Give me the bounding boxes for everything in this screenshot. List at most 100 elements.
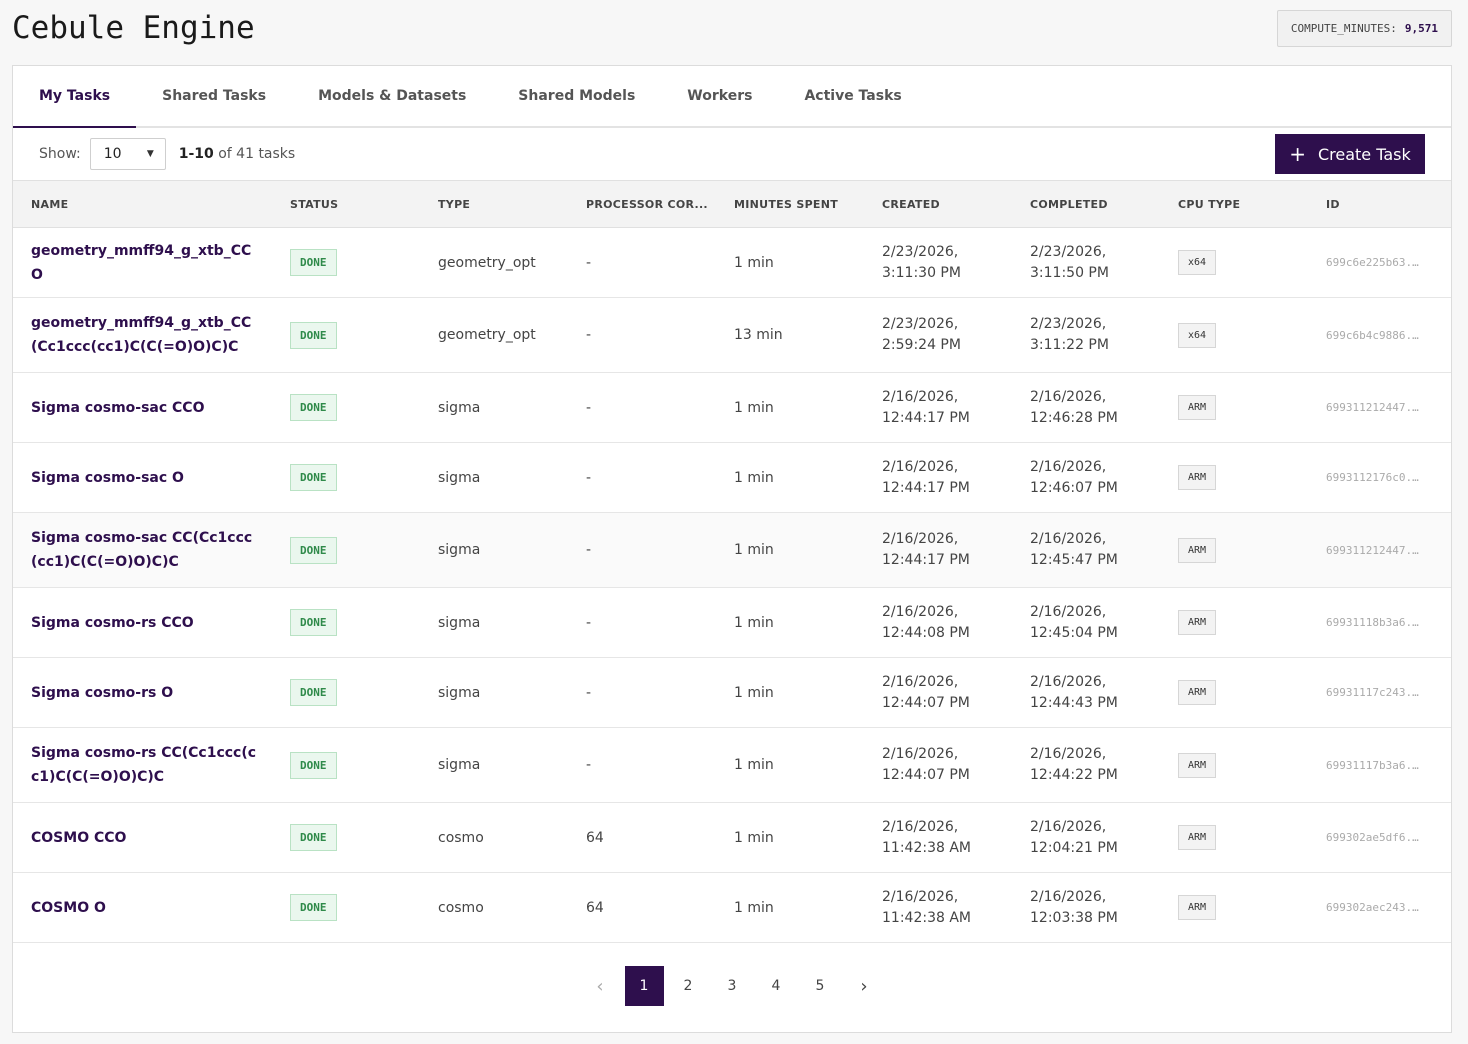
completed-time: 12:45:47 PM <box>1030 552 1118 568</box>
table-row[interactable]: geometry_mmff94_g_xtb_CC(Cc1ccc(cc1)C(C(… <box>13 297 1451 373</box>
created-time: 3:11:30 PM <box>882 264 961 281</box>
minutes-spent-cell: 1 min <box>716 587 864 658</box>
show-label: Show: <box>39 146 81 162</box>
created-date: 2/16/2026, <box>882 818 959 835</box>
created-date: 2/16/2026, <box>882 603 959 620</box>
created-cell: 2/16/2026, 12:44:17 PM <box>864 442 1012 513</box>
page-size-select[interactable]: 10 ▼ <box>89 138 166 170</box>
created-time: 12:44:17 PM <box>882 479 970 496</box>
status-cell: DONE <box>272 227 420 298</box>
created-date: 2/16/2026, <box>882 673 959 690</box>
app-title: Cebule Engine <box>12 10 255 46</box>
tab-models-datasets[interactable]: Models & Datasets <box>318 88 467 104</box>
created-date: 2/16/2026, <box>882 746 959 762</box>
table-row[interactable]: Sigma cosmo-sac O DONE sigma -1 min 2/16/202… <box>13 442 1451 513</box>
type-cell: cosmo <box>420 802 568 873</box>
task-name-link[interactable]: COSMO O <box>13 872 272 943</box>
cpu-type-badge: ARM <box>1178 895 1217 920</box>
completed-time: 12:03:38 PM <box>1030 909 1118 926</box>
created-time: 11:42:38 AM <box>882 839 971 856</box>
task-name-link[interactable]: Sigma cosmo-rs CCO <box>13 587 272 658</box>
status-cell: DONE <box>272 372 420 443</box>
status-badge: DONE <box>290 536 337 564</box>
completed-cell: 2/16/2026, 12:46:07 PM <box>1012 442 1160 513</box>
completed-date: 2/16/2026, <box>1030 458 1107 475</box>
minutes-spent-cell: 1 min <box>716 227 864 298</box>
page-1-button[interactable]: 1 <box>624 966 664 1006</box>
status-cell: DONE <box>272 587 420 658</box>
processor-cores-cell: - <box>568 227 716 298</box>
cpu-type-cell: ARM <box>1160 727 1308 803</box>
created-cell: 2/16/2026, 12:44:17 PM <box>864 372 1012 443</box>
task-name-link[interactable]: Sigma cosmo-sac O <box>13 442 272 513</box>
table-row[interactable]: geometry_mmff94_g_xtb_CCO DONE geometry_op… <box>13 227 1451 298</box>
completed-time: 12:45:04 PM <box>1030 624 1118 641</box>
tab-workers[interactable]: Workers <box>687 88 753 104</box>
task-name-link[interactable]: Sigma cosmo-rs O <box>13 657 272 728</box>
table-row[interactable]: Sigma cosmo-rs CC(Cc1ccc(cc1)C(C(=O)O)C)… <box>13 727 1451 803</box>
table-row[interactable]: Sigma cosmo-sac CC(Cc1ccc(cc1)C(C(=O)O)C… <box>13 512 1451 588</box>
created-date: 2/16/2026, <box>882 531 959 547</box>
created-time: 12:44:07 PM <box>882 767 970 783</box>
tasks-table: NAME STATUS TYPE PROCESSOR COR... MINUTE… <box>13 180 1451 943</box>
task-name-link[interactable]: Sigma cosmo-sac CCO <box>13 372 272 443</box>
tab-active-tasks[interactable]: Active Tasks <box>804 88 902 104</box>
completed-time: 12:46:28 PM <box>1030 409 1118 426</box>
header-type[interactable]: TYPE <box>420 180 568 228</box>
task-id: 699302ae5df6... <box>1308 802 1451 873</box>
completed-cell: 2/16/2026, 12:03:38 PM <box>1012 872 1160 943</box>
header-id[interactable]: ID <box>1308 180 1451 228</box>
create-task-button[interactable]: + Create Task <box>1275 134 1425 174</box>
status-badge: DONE <box>290 249 337 276</box>
page-4-button[interactable]: 4 <box>771 978 781 994</box>
task-name-link[interactable]: geometry_mmff94_g_xtb_CCO <box>13 227 272 298</box>
status-badge: DONE <box>290 679 337 706</box>
created-cell: 2/16/2026, 11:42:38 AM <box>864 802 1012 873</box>
cpu-type-cell: ARM <box>1160 512 1308 588</box>
range-summary: 1-10 of 41 tasks <box>179 146 295 162</box>
page-5-button[interactable]: 5 <box>815 978 825 994</box>
table-row[interactable]: Sigma cosmo-sac CCO DONE sigma -1 min 2/16/2… <box>13 372 1451 443</box>
task-id: 69931117c243... <box>1308 657 1451 728</box>
tasks-panel: My Tasks Shared Tasks Models & Datasets … <box>12 65 1452 1033</box>
minutes-spent-cell: 1 min <box>716 872 864 943</box>
task-name-link[interactable]: COSMO CCO <box>13 802 272 873</box>
header-cpu-type[interactable]: CPU TYPE <box>1160 180 1308 228</box>
completed-cell: 2/23/2026, 3:11:22 PM <box>1012 297 1160 373</box>
page-2-button[interactable]: 2 <box>683 978 693 994</box>
completed-date: 2/16/2026, <box>1030 888 1107 905</box>
task-name-link[interactable]: Sigma cosmo-rs CC(Cc1ccc(cc1)C(C(=O)O)C)… <box>13 727 272 803</box>
task-name-link[interactable]: geometry_mmff94_g_xtb_CC(Cc1ccc(cc1)C(C(… <box>13 297 272 373</box>
completed-date: 2/16/2026, <box>1030 388 1107 405</box>
chevron-right-icon[interactable]: › <box>860 975 868 997</box>
header-status[interactable]: STATUS <box>272 180 420 228</box>
task-id: 699311212447... <box>1308 372 1451 443</box>
minutes-spent-cell: 1 min <box>716 727 864 803</box>
cpu-type-cell: ARM <box>1160 372 1308 443</box>
created-date: 2/23/2026, <box>882 316 959 332</box>
header-created[interactable]: CREATED <box>864 180 1012 228</box>
chevron-left-icon[interactable]: ‹ <box>596 975 604 997</box>
tab-shared-models[interactable]: Shared Models <box>518 88 636 104</box>
header-name[interactable]: NAME <box>13 180 272 228</box>
type-cell: sigma <box>420 727 568 803</box>
created-date: 2/16/2026, <box>882 388 959 405</box>
header-completed[interactable]: COMPLETED <box>1012 180 1160 228</box>
tab-shared-tasks[interactable]: Shared Tasks <box>162 88 267 104</box>
page-3-button[interactable]: 3 <box>727 978 737 994</box>
task-id: 699c6e225b63... <box>1308 227 1451 298</box>
create-task-label: Create Task <box>1317 144 1411 164</box>
completed-cell: 2/16/2026, 12:45:04 PM <box>1012 587 1160 658</box>
created-date: 2/23/2026, <box>882 243 959 260</box>
table-row[interactable]: Sigma cosmo-rs CCO DONE sigma -1 min 2/16/20… <box>13 587 1451 658</box>
type-cell: cosmo <box>420 872 568 943</box>
table-row[interactable]: COSMO CCO DONE cosmo 64 1 min 2/16/2026, 11:42… <box>13 802 1451 873</box>
task-name-link[interactable]: Sigma cosmo-sac CC(Cc1ccc(cc1)C(C(=O)O)C… <box>13 512 272 588</box>
tab-my-tasks[interactable]: My Tasks <box>13 66 137 128</box>
table-row[interactable]: Sigma cosmo-rs O DONE sigma -1 min 2/16/2026… <box>13 657 1451 728</box>
plus-icon: + <box>1289 142 1306 166</box>
type-cell: sigma <box>420 512 568 588</box>
header-processor-cores[interactable]: PROCESSOR COR... <box>568 180 716 228</box>
header-minutes-spent[interactable]: MINUTES SPENT <box>716 180 864 228</box>
table-row[interactable]: COSMO O DONE cosmo 64 1 min 2/16/2026, 11:42:3… <box>13 872 1451 943</box>
